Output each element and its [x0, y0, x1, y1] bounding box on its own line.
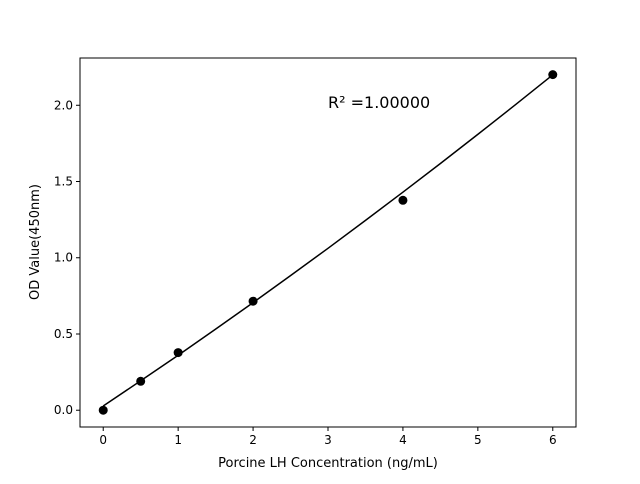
y-tick-label: 2.0	[54, 98, 73, 112]
y-axis-label: OD Value(450nm)	[28, 184, 43, 300]
y-tick-label: 1.5	[54, 175, 73, 189]
x-tick-label: 5	[474, 433, 482, 447]
data-point	[136, 376, 146, 386]
y-tick-label: 0.5	[54, 327, 73, 341]
fit-curve	[102, 74, 554, 407]
x-tick-label: 2	[249, 433, 257, 447]
r-squared-annotation: R² =1.00000	[328, 93, 430, 112]
x-axis: 0 1 2 3 4 5 6	[99, 427, 557, 447]
x-tick-label: 0	[99, 433, 107, 447]
x-tick-label: 3	[324, 433, 332, 447]
data-point	[548, 70, 558, 80]
y-tick-label: 1.0	[54, 251, 73, 265]
data-point	[173, 348, 183, 358]
x-tick-label: 1	[174, 433, 182, 447]
data-point	[248, 296, 258, 306]
fit-curve-layer	[102, 74, 554, 407]
data-point	[398, 195, 408, 205]
y-tick-label: 0.0	[54, 403, 73, 417]
y-axis: 0.0 0.5 1.0 1.5 2.0	[54, 98, 80, 417]
x-tick-label: 4	[399, 433, 407, 447]
data-point	[98, 405, 108, 415]
points-layer	[98, 70, 558, 415]
x-tick-label: 6	[549, 433, 557, 447]
x-axis-label: Porcine LH Concentration (ng/mL)	[218, 456, 438, 471]
